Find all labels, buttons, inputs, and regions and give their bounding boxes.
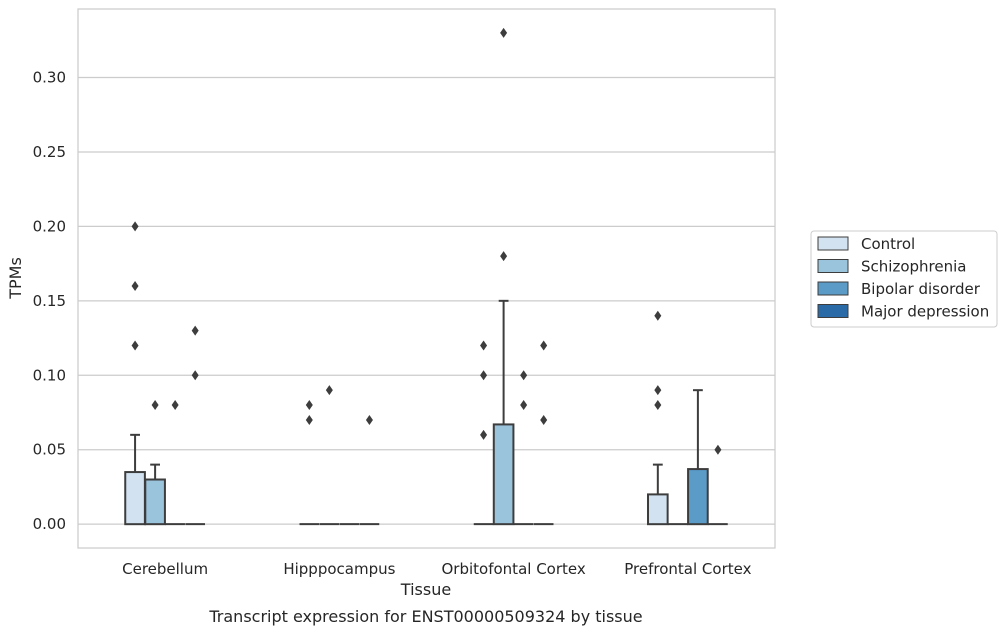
outlier-point [365,414,373,425]
box [144,478,166,526]
y-tick-label: 0.05 [33,441,66,459]
legend: Control Schizophrenia Bipolar disorder Majo… [810,230,998,328]
outlier-point [171,400,179,411]
boxes [124,27,728,526]
outlier-point [714,444,722,455]
legend-label: Bipolar disorder [861,280,981,298]
x-tick-label: Hipppocampus [283,560,395,578]
outlier-point [520,370,528,381]
x-tick-label: Prefrontal Cortex [624,560,751,578]
outlier-point [480,429,488,440]
y-tick-label: 0.00 [33,515,66,533]
legend-swatch [817,259,849,273]
outlier-point [540,414,548,425]
box [492,423,515,526]
y-ticks: 0.00 0.05 0.10 0.15 0.20 0.25 0.30 [33,68,66,533]
outlier-point [131,340,139,351]
legend-label: Control [861,235,915,253]
legend-swatch [817,281,849,296]
outlier-point [654,385,662,396]
figure-caption: Transcript expression for ENST0000050932… [208,607,642,626]
outlier-point [654,400,662,411]
y-tick-label: 0.25 [33,143,66,161]
outlier-point [191,325,199,336]
plot-area [78,9,775,548]
y-axis-title: TPMs [6,257,25,300]
outlier-point [480,340,488,351]
outlier-point [131,280,139,291]
y-tick-label: 0.20 [33,217,66,235]
legend-label: Major depression [861,303,989,321]
legend-label: Schizophrenia [861,258,966,276]
y-tick-label: 0.10 [33,366,66,384]
outlier-point [480,370,488,381]
outlier-point [305,400,313,411]
legend-frame [810,230,998,328]
outlier-point [500,251,508,262]
box [687,468,709,526]
outlier-point [654,310,662,321]
x-tick-label: Orbitofontal Cortex [442,560,586,578]
x-ticks: Cerebellum Hipppocampus Orbitofontal Corte… [122,560,751,578]
y-tick-label: 0.30 [33,68,66,86]
outlier-point [151,400,159,411]
outlier-point [305,414,313,425]
outlier-point [325,385,333,396]
legend-swatch [817,304,849,318]
x-tick-label: Cerebellum [122,560,208,578]
outlier-point [540,340,548,351]
box [646,493,669,526]
outlier-point [131,221,139,232]
outlier-point [500,27,508,38]
outlier-point [191,370,199,381]
box [124,471,146,526]
y-tick-label: 0.15 [33,292,66,310]
legend-swatch [817,236,849,251]
plot-frame [77,8,776,549]
x-axis-title: Tissue [400,580,451,599]
outlier-point [520,400,528,411]
